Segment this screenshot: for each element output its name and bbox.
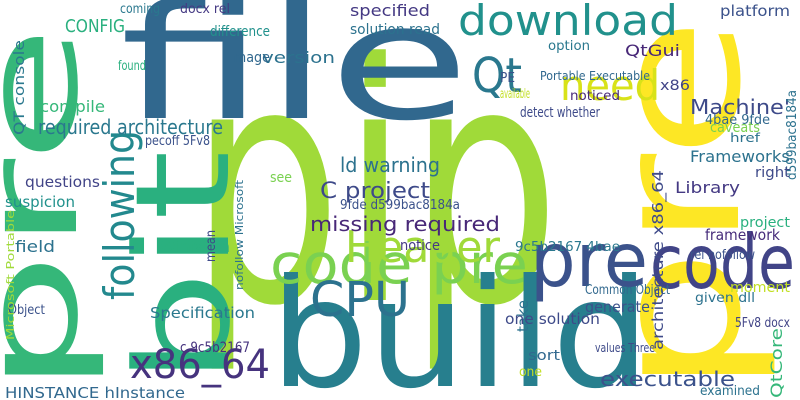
word: difference [210,24,270,40]
word: given dll [695,291,755,306]
word: following [95,130,144,300]
word: Frameworks [690,147,790,166]
word: 4bae 9fde [705,113,770,128]
word: pre [530,216,648,304]
word: Image [230,50,270,66]
word: caveats [710,120,760,136]
word: 9c5b2167 4bae [515,240,620,255]
word: compile [40,97,105,116]
word: generate [585,298,650,316]
word: mean [204,230,219,262]
word: bit [107,150,259,385]
word: code [650,218,795,306]
word: Header [345,222,501,273]
word: QT console [12,40,28,135]
word: values Three [595,341,655,355]
word: code pre [270,232,528,296]
word: architecture x86_64 [649,170,668,350]
word: PE [500,71,515,86]
word: docx rel [180,2,230,17]
word: CPU [310,272,410,328]
word: notice [400,238,440,254]
word: Microsoft Portable [4,210,17,340]
word: coming [120,2,160,17]
word: 5Fv8 docx [735,316,790,331]
word: x86 [660,78,690,94]
word: sort [528,348,561,364]
word: moment [730,280,791,296]
word: ld warning [340,153,440,177]
word: href [730,131,761,145]
word: executable [600,367,735,391]
word: pre [0,25,107,395]
word: examined [700,384,760,399]
word: c 9c5b2167 [180,340,250,356]
word: found [118,59,146,74]
word: pip [190,0,560,378]
word: pre [577,17,780,395]
word: x86_64 [130,342,270,388]
word: option [548,39,590,54]
word: d599bac8184a [785,90,800,180]
word: file [120,0,470,156]
word: noticed [570,89,620,104]
word: 9fde d599bac8184a [340,198,460,213]
word: Qt [472,48,522,104]
word: CONFIG [65,16,125,37]
word: pecoff 5Fv8 [145,134,210,149]
word: QtGui [625,41,680,60]
word: detect whether [520,105,600,121]
word: need [560,61,660,110]
word: nofollow Microsoft [233,179,246,290]
word: Library [675,178,740,197]
word: required architecture [38,115,223,139]
word: framework [705,226,780,244]
word: platform [720,2,790,20]
word: Portable Executable [540,69,650,83]
word: available [500,87,530,102]
word: project [740,215,791,231]
word: Object [8,303,45,318]
word: build [270,248,650,400]
word: take [514,300,532,332]
word: questions [25,173,100,191]
word: download [458,0,678,45]
word: QtCore [767,328,786,398]
word: Machine' [690,95,790,119]
word: specified [350,1,430,20]
word: Common Object [585,283,670,298]
word: one solution [505,310,600,328]
word: solution read [350,22,440,38]
word: WinMain [160,237,230,256]
word: right [755,165,791,181]
word: rel nofollow [690,248,755,263]
word: Specification [150,304,255,322]
word: missing required [310,212,500,236]
word: see [270,170,292,186]
word: one [519,365,542,380]
word: field [15,237,55,256]
word: HINSTANCE hInstance [5,384,185,400]
word: suspicion [5,193,75,211]
word: C project [320,179,430,204]
word: version [262,48,335,67]
